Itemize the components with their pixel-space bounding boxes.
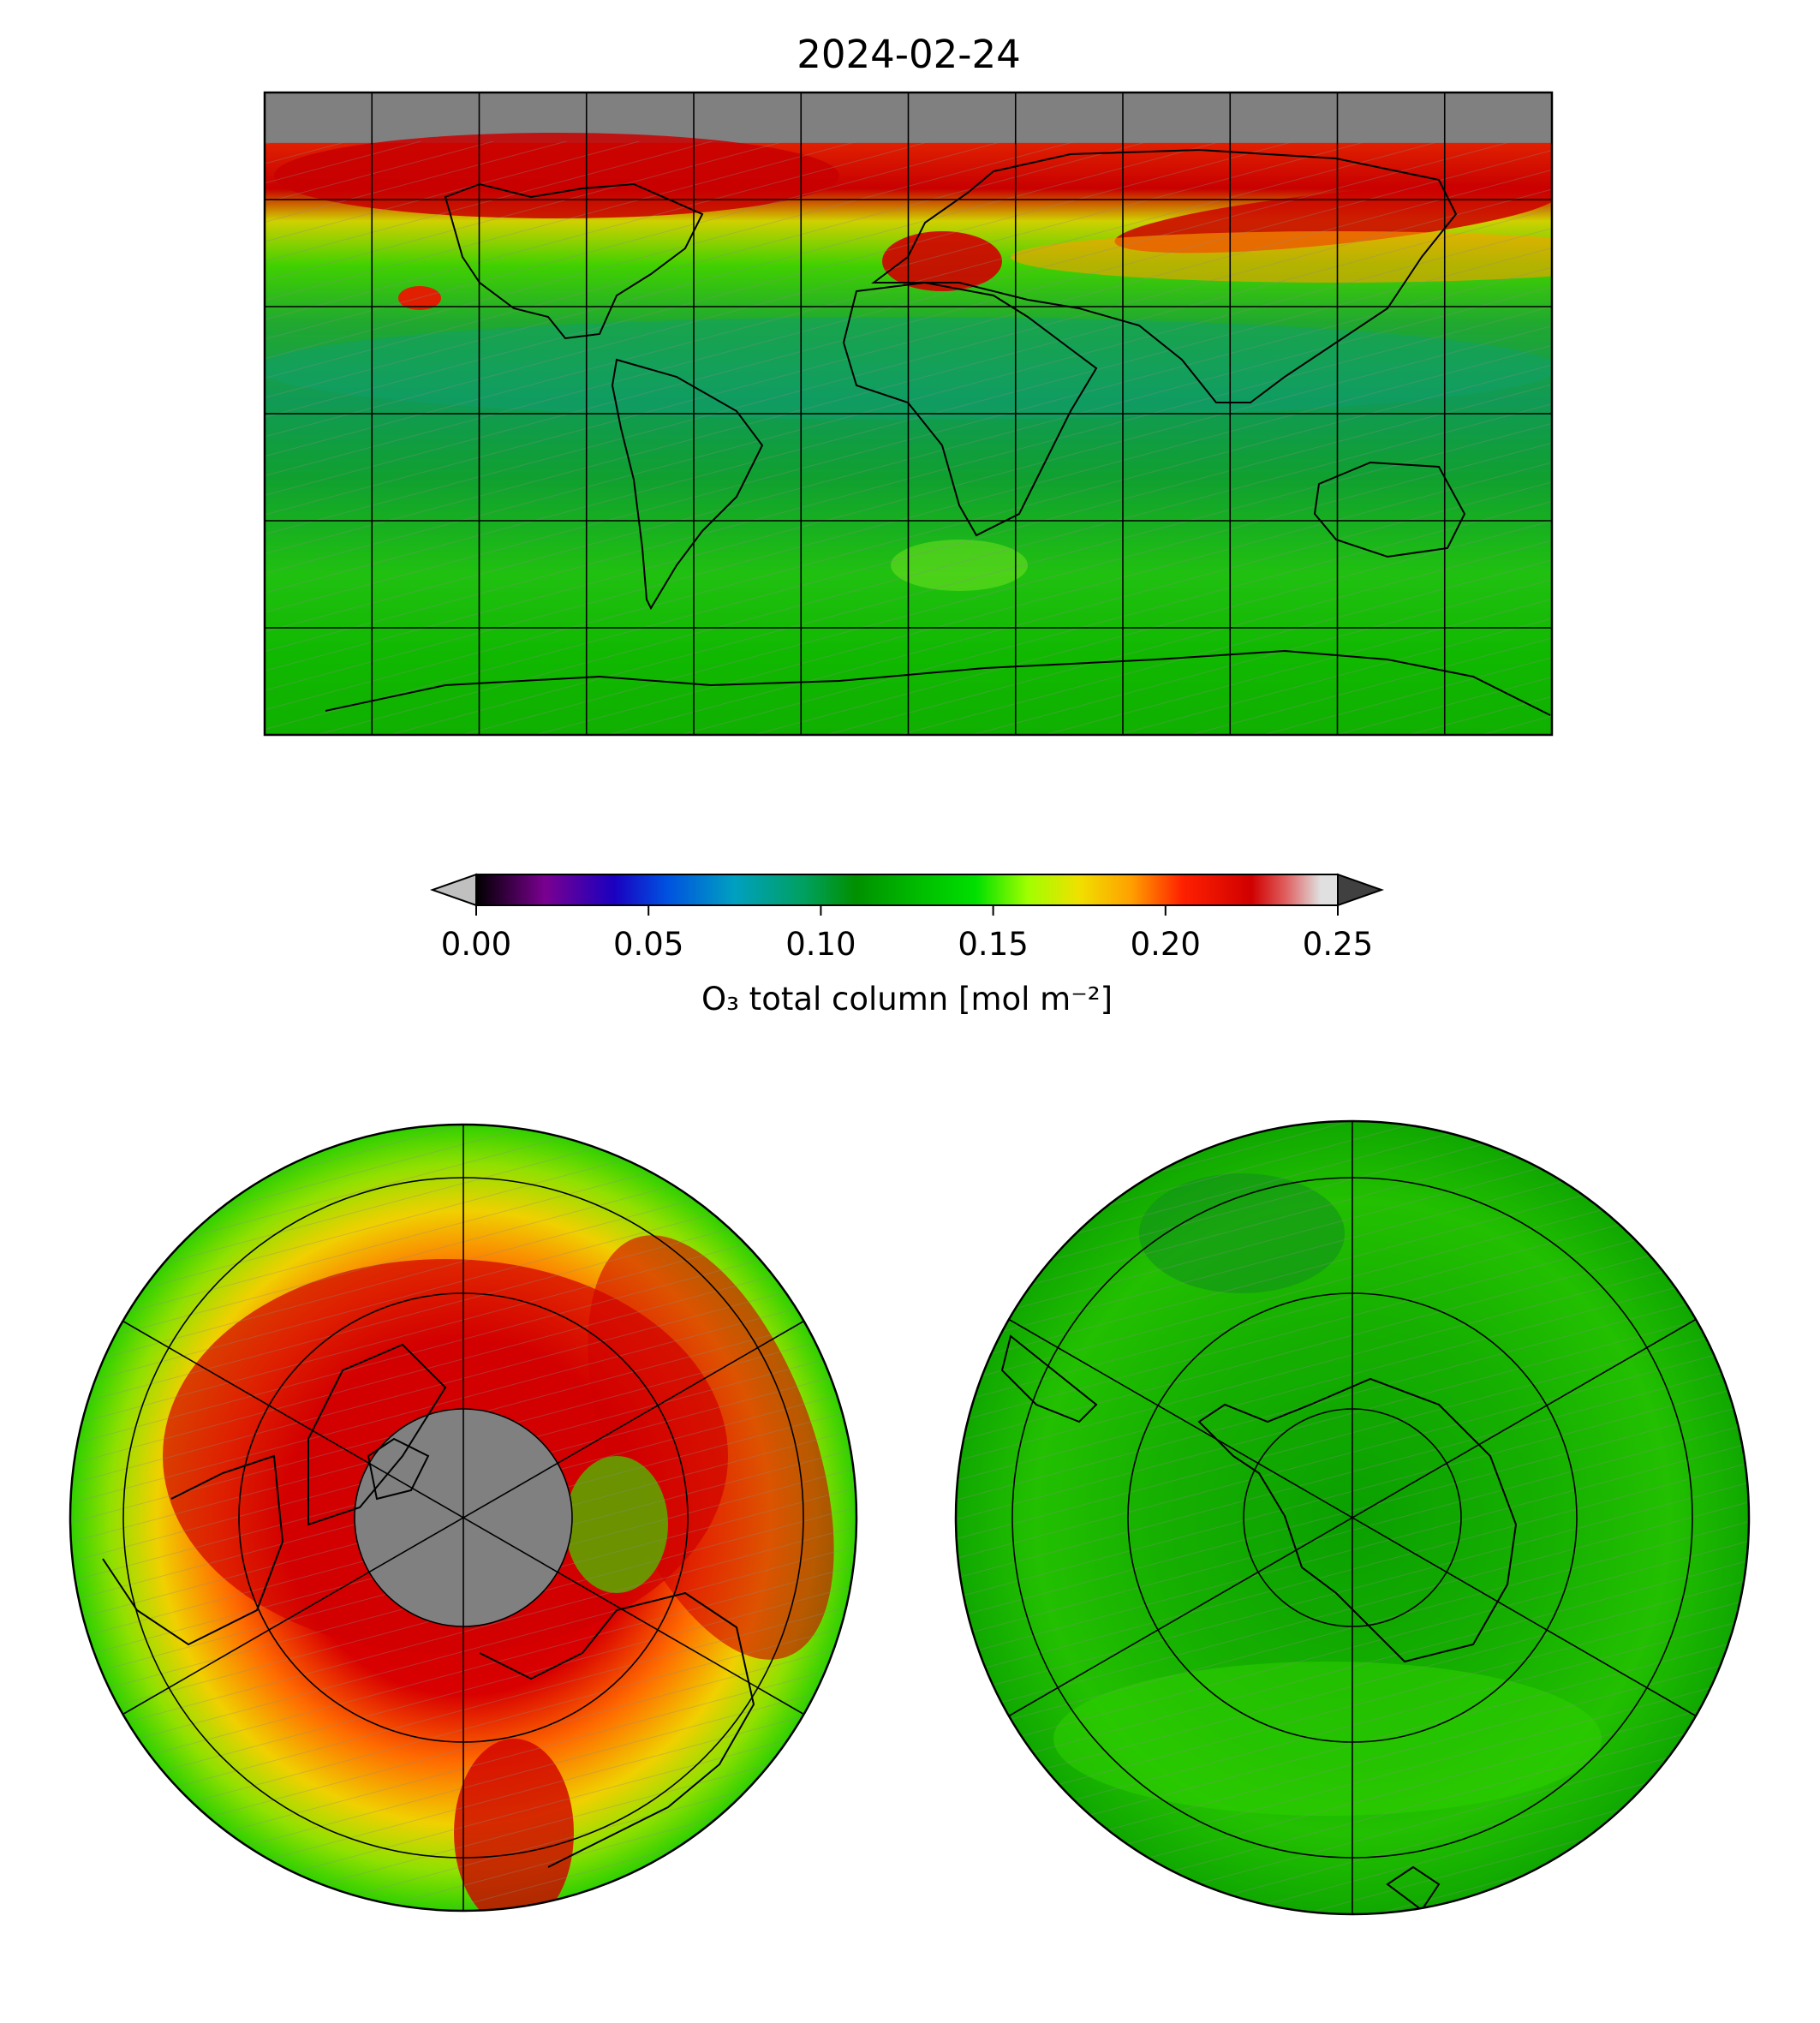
north-coastline-greenland — [307, 1343, 447, 1526]
colorbar-under-arrow — [429, 873, 477, 907]
colorbar-tick-label: 0.00 — [441, 926, 511, 963]
global-map-panel — [263, 91, 1554, 737]
colorbar-tick-label: 0.25 — [1303, 926, 1373, 963]
coastline-australia — [1313, 461, 1466, 558]
figure-title: 2024-02-24 — [797, 32, 1021, 77]
colorbar-tick-label: 0.05 — [613, 926, 683, 963]
colorbar-tick-label: 0.10 — [785, 926, 856, 963]
north-graticule — [122, 1125, 804, 1911]
north-polar-frame — [69, 1123, 858, 1913]
colorbar-frame — [475, 874, 1339, 906]
colorbar-ticks: 0.00 0.05 0.10 0.15 0.20 0.25 — [441, 905, 1373, 963]
coastline-antarctica — [325, 649, 1551, 716]
north-coastline-north-america — [102, 1454, 284, 1646]
coastline-north-america — [444, 182, 704, 340]
colorbar: 0.00 0.05 0.10 0.15 0.20 0.25 O₃ total column… — [429, 873, 1385, 1017]
south-polar-map-panel — [954, 1119, 1751, 1916]
colorbar-tick-label: 0.20 — [1131, 926, 1201, 963]
global-graticule — [265, 92, 1552, 735]
global-map-frame — [263, 91, 1554, 737]
colorbar-label: O₃ total column [mol m⁻²] — [701, 981, 1113, 1017]
north-polar-map-panel — [69, 1123, 858, 1913]
coastline-eurasia — [871, 148, 1458, 403]
south-polar-frame — [954, 1119, 1751, 1916]
coastline-south-america — [611, 358, 764, 611]
north-coastline-arctic-islands — [367, 1437, 430, 1501]
colorbar-bar — [476, 874, 1338, 905]
north-coastline-europe-asia — [479, 1591, 755, 1868]
colorbar-tick-label: 0.15 — [958, 926, 1028, 963]
south-coastline-south-america — [1000, 1334, 1098, 1423]
south-coastline-australia — [1386, 1865, 1441, 1912]
south-coastline-antarctica — [1197, 1377, 1518, 1663]
colorbar-over-arrow — [1337, 873, 1385, 907]
south-graticule — [1008, 1121, 1697, 1914]
